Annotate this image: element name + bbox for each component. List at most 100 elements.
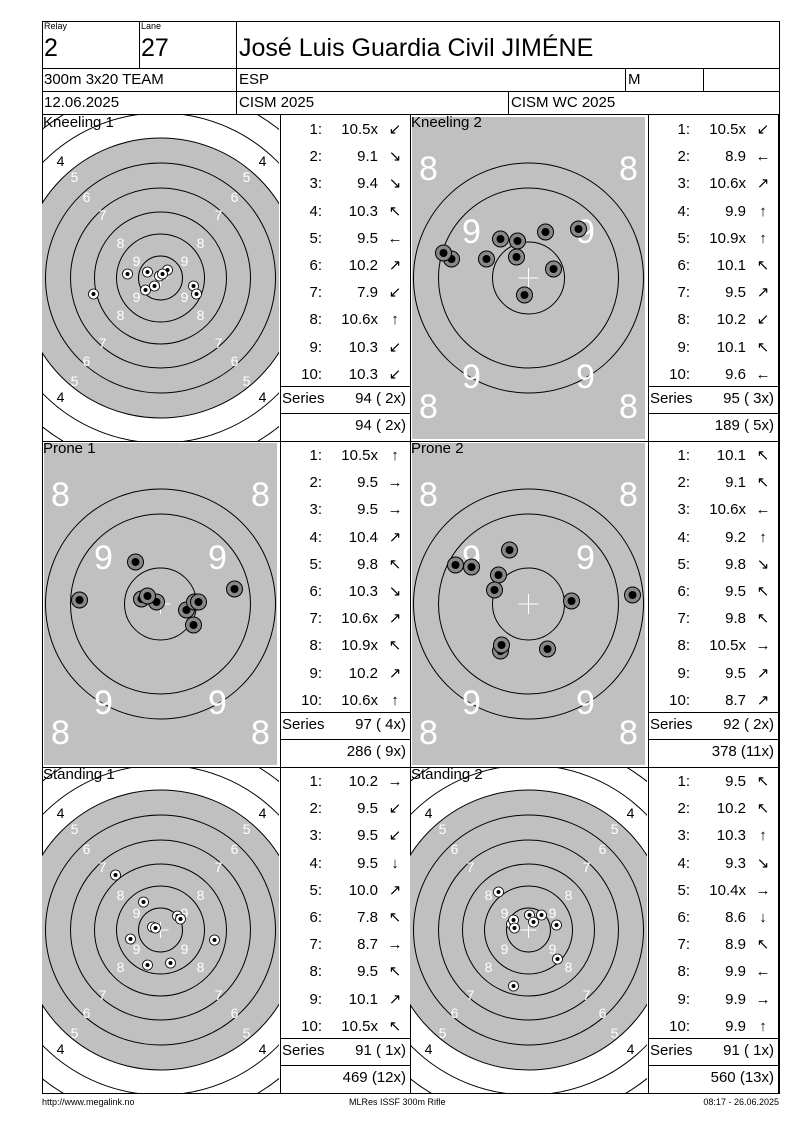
shot-score: 9.9 xyxy=(725,990,746,1008)
panel-title: Standing 2 xyxy=(411,766,483,783)
gender: M xyxy=(628,71,641,88)
shot-number: 6: xyxy=(309,257,322,274)
shot-direction-icon: → xyxy=(755,990,771,1008)
shot-hole-center xyxy=(512,253,521,261)
match-name: CISM WC 2025 xyxy=(511,94,616,111)
ring-number-label: 9 xyxy=(94,684,113,722)
ring-number-label: 4 xyxy=(259,1041,267,1057)
shot-hole-center xyxy=(549,265,558,273)
shot-direction-icon: ↖ xyxy=(388,909,402,926)
shot-hole-center xyxy=(467,563,476,571)
series-label: Series xyxy=(650,1042,693,1059)
shot-direction-icon: ↗ xyxy=(388,257,402,274)
shot-direction-icon: ↖ xyxy=(388,963,402,981)
ring-number-label: 6 xyxy=(83,841,91,857)
ring-number-label: 6 xyxy=(231,189,239,205)
ring-number-label: 8 xyxy=(197,307,205,323)
ring-number-label: 9 xyxy=(133,253,141,269)
shot-hole-center xyxy=(520,291,529,299)
running-total: 286 ( 9x) xyxy=(346,743,406,760)
ring-number-label: 9 xyxy=(501,941,509,957)
shot-number: 5: xyxy=(677,881,690,899)
running-total: 94 ( 2x) xyxy=(355,417,406,434)
shot-direction-icon: ↖ xyxy=(756,800,770,818)
shot-number: 6: xyxy=(309,583,322,600)
shot-score: 9.1 xyxy=(357,148,378,166)
shot-direction-icon: ↙ xyxy=(388,284,402,302)
shot-score: 9.1 xyxy=(725,474,746,492)
panel-title: Prone 2 xyxy=(411,440,464,457)
shot-direction-icon: ↙ xyxy=(388,827,402,845)
shot-direction-icon: ← xyxy=(387,229,403,247)
shot-number: 9: xyxy=(677,664,690,682)
shot-score: 9.6 xyxy=(725,365,746,383)
shot-direction-icon: ↙ xyxy=(388,365,402,383)
shot-number: 4: xyxy=(677,202,690,220)
shot-direction-icon: ↗ xyxy=(756,664,770,682)
event-name: 300m 3x20 TEAM xyxy=(44,71,164,88)
ring-number-label: 6 xyxy=(83,189,91,205)
ring-number-label: 7 xyxy=(215,987,223,1003)
relay-label: Relay xyxy=(44,21,68,31)
shot-direction-icon: ↑ xyxy=(759,528,767,546)
shot-score: 9.8 xyxy=(725,555,746,573)
target-ring xyxy=(45,814,276,1046)
target-1: 4 44 45 55 56 66 67 77 78 88 89 99 9 xyxy=(42,115,279,441)
shot-hole-center xyxy=(531,920,536,924)
shot-hole-center xyxy=(505,546,514,554)
shot-direction-icon: ↑ xyxy=(391,691,399,709)
competition: CISM 2025 xyxy=(239,94,315,111)
shot-score: 10.6x xyxy=(709,501,746,519)
target-ring xyxy=(94,863,227,997)
shot-number: 3: xyxy=(309,501,322,519)
shot-score: 9.5 xyxy=(357,800,378,818)
ring-number-label: 9 xyxy=(181,253,189,269)
shot-number: 7: xyxy=(677,936,690,954)
shot-hole-center xyxy=(497,641,506,649)
ring-number-label: 7 xyxy=(583,987,591,1003)
series-score: 92 ( 2x) xyxy=(723,716,774,733)
shot-score: 10.1 xyxy=(348,990,378,1008)
shot-direction-icon: ↖ xyxy=(756,583,770,600)
ring-number-label: 8 xyxy=(251,714,270,752)
shot-number: 4: xyxy=(677,528,690,546)
ring-number-label: 6 xyxy=(231,841,239,857)
shot-hole-center xyxy=(555,957,560,961)
shot-score: 10.2 xyxy=(716,311,746,329)
shot-score: 10.6x xyxy=(709,175,746,193)
shot-score: 9.3 xyxy=(725,854,746,872)
shot-hole-center xyxy=(494,571,503,579)
shot-score: 10.1 xyxy=(716,257,746,274)
shot-direction-icon: ← xyxy=(755,365,771,383)
shot-hole-center xyxy=(539,913,544,917)
ring-number-label: 8 xyxy=(619,476,638,514)
shot-direction-icon: ↙ xyxy=(756,121,770,138)
ring-number-label: 8 xyxy=(565,959,573,975)
footer-timestamp: 08:17 - 26.06.2025 xyxy=(703,1097,779,1107)
ring-number-label: 6 xyxy=(451,1005,459,1021)
shot-direction-icon: ← xyxy=(755,501,771,519)
shot-direction-icon: ↖ xyxy=(756,447,770,464)
footer-software: MLRes ISSF 300m Rifle xyxy=(349,1097,446,1107)
ring-number-label: 5 xyxy=(439,1025,447,1041)
target-ring xyxy=(484,885,573,975)
shot-number: 9: xyxy=(309,664,322,682)
ring-number-label: 7 xyxy=(99,859,107,875)
shot-score: 9.5 xyxy=(725,773,746,790)
ring-number-label: 5 xyxy=(439,821,447,837)
shot-number: 1: xyxy=(309,121,322,138)
shot-score: 10.3 xyxy=(348,583,378,600)
running-total: 469 (12x) xyxy=(342,1069,406,1086)
ring-number-label: 4 xyxy=(425,805,433,821)
ring-number-label: 4 xyxy=(627,1041,635,1057)
shot-score: 9.5 xyxy=(725,664,746,682)
athlete-name: José Luis Guardia Civil JIMÉNE xyxy=(239,34,594,62)
shot-hole-center xyxy=(152,284,157,288)
running-total: 189 ( 5x) xyxy=(714,417,774,434)
shot-direction-icon: ↗ xyxy=(388,528,402,546)
target-ring xyxy=(94,211,227,345)
shot-direction-icon: → xyxy=(387,936,403,954)
shot-hole-center xyxy=(490,586,499,594)
shot-hole-center xyxy=(75,596,84,604)
shot-number: 4: xyxy=(309,528,322,546)
